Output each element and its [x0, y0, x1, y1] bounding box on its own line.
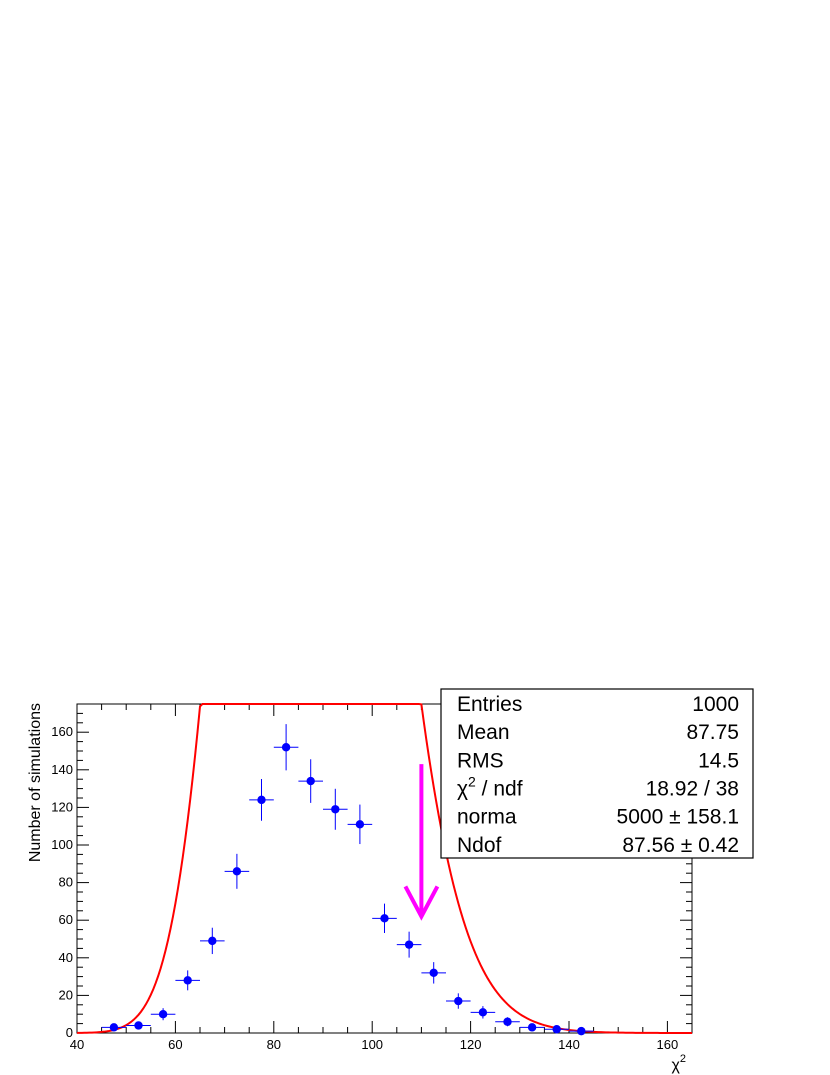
stats-value: 87.75 [686, 721, 739, 744]
data-point [495, 1017, 520, 1027]
data-point [519, 1023, 545, 1032]
data-point [470, 1006, 496, 1019]
marker-arrow [403, 764, 440, 921]
point-marker [208, 936, 217, 946]
data-point [249, 779, 274, 821]
point-marker [232, 867, 242, 876]
stats-value: 5000 ± 158.1 [617, 806, 739, 829]
data-point [421, 962, 446, 984]
fit-curve [76, 703, 692, 1034]
stats-value: 14.5 [698, 749, 739, 772]
y-tick-label: 100 [51, 837, 73, 852]
point-marker [503, 1017, 512, 1026]
x-tick-label: 140 [558, 1037, 580, 1052]
point-marker [527, 1023, 537, 1032]
data-point [347, 804, 373, 845]
y-tick-label: 40 [59, 950, 73, 965]
point-marker [355, 820, 365, 829]
x-tick-label: 80 [267, 1037, 281, 1052]
point-marker [478, 1008, 488, 1017]
data-point [569, 1026, 594, 1036]
x-tick-label: 160 [657, 1037, 679, 1052]
point-marker [552, 1025, 561, 1034]
point-marker [158, 1010, 168, 1019]
stats-label: χ2 / ndf [457, 773, 523, 800]
x-axis-title: χ2 [671, 1053, 686, 1074]
data-point [126, 1021, 151, 1030]
data-point [298, 759, 323, 803]
data-point [150, 1008, 176, 1021]
stats-value: 18.92 / 38 [646, 777, 739, 800]
x-tick-label: 40 [70, 1037, 84, 1052]
data-point [544, 1025, 569, 1034]
point-marker [577, 1026, 586, 1036]
point-marker [331, 805, 340, 814]
point-marker [380, 914, 389, 923]
x-tick-label: 100 [361, 1037, 383, 1052]
data-point [323, 788, 348, 830]
point-marker [306, 776, 315, 786]
data-point [396, 931, 422, 958]
arrow-head [403, 885, 440, 921]
stats-value: 1000 [692, 693, 739, 716]
y-tick-label: 140 [51, 762, 73, 777]
stats-label: RMS [457, 749, 504, 772]
y-tick-label: 160 [51, 724, 73, 739]
point-marker [134, 1021, 143, 1030]
data-point [175, 970, 200, 991]
data-point [446, 993, 471, 1009]
y-tick-label: 0 [66, 1025, 73, 1040]
y-tick-label: 80 [59, 875, 73, 890]
data-point [224, 853, 250, 889]
y-tick-label: 20 [59, 987, 73, 1002]
x-tick-label: 60 [168, 1037, 182, 1052]
point-marker [454, 996, 463, 1006]
data-point [273, 724, 299, 771]
point-marker [183, 976, 192, 985]
point-marker [404, 940, 414, 949]
stats-box-frame [440, 688, 754, 859]
data-point [101, 1023, 127, 1032]
data-point [200, 927, 225, 955]
x-tick-label: 120 [460, 1037, 482, 1052]
y-tick-label: 120 [51, 799, 73, 814]
point-marker [109, 1023, 119, 1032]
y-tick-label: 60 [59, 912, 73, 927]
point-marker [257, 795, 266, 805]
point-marker [281, 743, 291, 752]
point-marker [429, 968, 438, 978]
stats-label: Ndof [457, 834, 502, 857]
stats-value: 87.56 ± 0.42 [622, 834, 739, 857]
stats-label: norma [457, 806, 517, 829]
stats-label: Entries [457, 693, 522, 716]
data-point [372, 903, 397, 933]
stats-box: Entries 1000 Mean 87.75 RMS 14.5 χ2 / ndf 18.92… [440, 688, 754, 859]
stats-label: Mean [457, 721, 510, 744]
y-axis-title: Number of simulations [27, 703, 44, 862]
